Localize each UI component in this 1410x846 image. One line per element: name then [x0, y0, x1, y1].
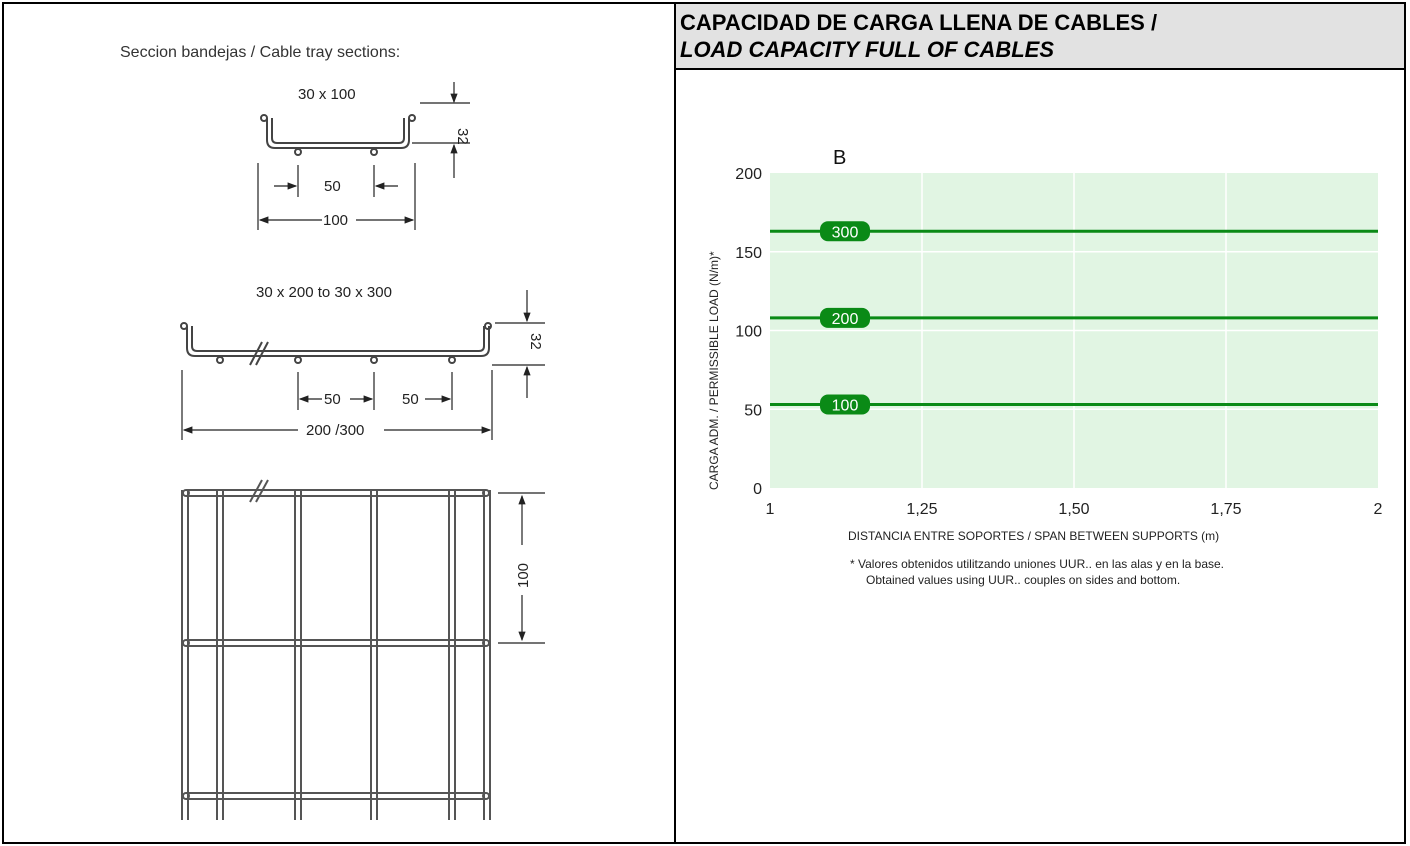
- section1-label: 30 x 100: [298, 86, 356, 103]
- header-title-spanish: CAPACIDAD DE CARGA LLENA DE CABLES /: [680, 10, 1158, 35]
- footnote-spanish: * Valores obtenidos utilitzando uniones …: [850, 557, 1224, 571]
- chart-header-cell: CAPACIDAD DE CARGA LLENA DE CABLES / LOA…: [676, 4, 1404, 70]
- y-axis-ticks: 0 50 100 150 200: [735, 166, 762, 498]
- y-tick-label: 150: [735, 245, 762, 262]
- section1-dimensions: [257, 82, 470, 230]
- x-axis-label: DISTANCIA ENTRE SOPORTES / SPAN BETWEEN …: [848, 529, 1219, 543]
- x-tick-label: 1: [766, 501, 775, 518]
- series-badge-100: [820, 394, 870, 415]
- x-axis-ticks: 1 1,25 1,50 1,75 2: [766, 501, 1383, 518]
- section1-spacing-label: 50: [324, 178, 341, 195]
- section1-profile: [260, 114, 416, 156]
- series-label-100: 100: [832, 398, 859, 415]
- chart-grid: [770, 173, 1378, 488]
- section2-dimensions: [181, 290, 545, 440]
- tray-plan-view: [181, 479, 491, 820]
- chart-title: B: [833, 147, 846, 169]
- x-tick-label: 1,75: [1210, 501, 1241, 518]
- section2-spacing-a-label: 50: [324, 391, 341, 408]
- plan-dimension-label: 100: [515, 563, 532, 588]
- y-axis-label: CARGA ADM. / PERMISSIBLE LOAD (N/m)*: [707, 251, 721, 490]
- column-divider: [674, 2, 676, 844]
- sections-title: Seccion bandejas / Cable tray sections:: [120, 44, 401, 61]
- plan-dimension: [498, 492, 545, 644]
- section2-height-label: 32: [527, 333, 544, 350]
- footnote-english: Obtained values using UUR.. couples on s…: [866, 573, 1181, 587]
- header-title-english: LOAD CAPACITY FULL OF CABLES: [680, 37, 1054, 62]
- section1-height-label: 32: [454, 128, 471, 145]
- section2-profile: [180, 322, 492, 366]
- y-tick-label: 0: [753, 481, 762, 498]
- x-tick-label: 2: [1374, 501, 1383, 518]
- section2-spacing-b-label: 50: [402, 391, 419, 408]
- series-label-300: 300: [832, 224, 859, 241]
- series-badge-300: [820, 221, 870, 242]
- x-tick-label: 1,25: [906, 501, 937, 518]
- cable-tray-drawing: 30 x 100 32 50 100 30 x 200 to 30 x 300: [180, 82, 545, 820]
- y-tick-label: 100: [735, 324, 762, 341]
- section2-width-label: 200 /300: [306, 422, 364, 439]
- chart-series: 300 200 100: [770, 221, 1378, 415]
- section2-label: 30 x 200 to 30 x 300: [256, 284, 392, 301]
- section1-width-label: 100: [323, 212, 348, 229]
- x-tick-label: 1,50: [1058, 501, 1089, 518]
- y-tick-label: 200: [735, 166, 762, 183]
- y-tick-label: 50: [744, 402, 762, 419]
- series-label-200: 200: [832, 311, 859, 328]
- series-badge-200: [820, 307, 870, 328]
